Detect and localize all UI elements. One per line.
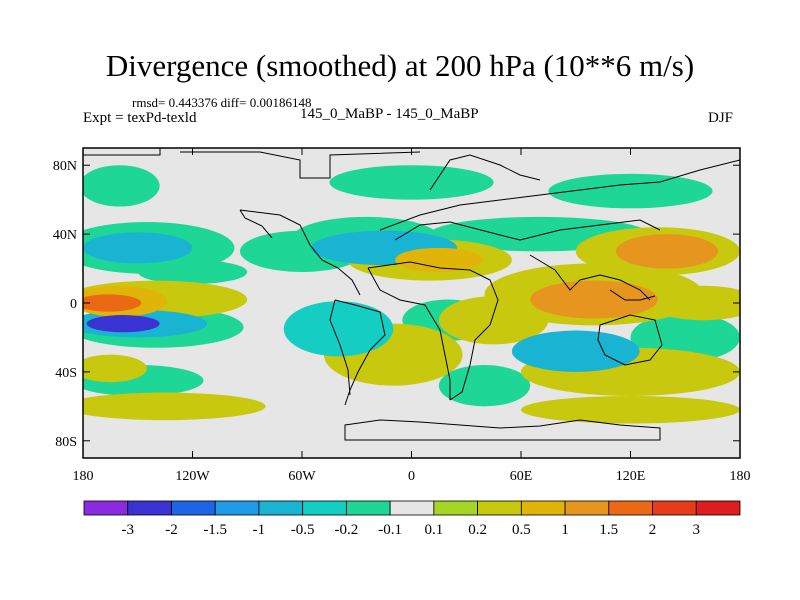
coastline (367, 267, 451, 400)
colorbar-label: 0.5 (512, 522, 531, 538)
coastline (609, 289, 656, 301)
field-region (86, 315, 160, 333)
colorbar-swatch (302, 500, 347, 516)
coastline (239, 209, 273, 239)
x-tick-label: 0 (408, 469, 415, 484)
colorbar-label: -1 (253, 522, 266, 538)
coastline (239, 209, 361, 296)
colorbar-swatch (258, 500, 304, 516)
rmsd-line: rmsd= 0.443376 diff= 0.00186148 (132, 95, 312, 110)
colorbar-swatch (171, 500, 216, 516)
field-region (329, 165, 494, 200)
y-tick-label: 0 (70, 297, 77, 312)
colorbar-swatch (520, 500, 566, 516)
expt-line: Expt = texPd-texld (83, 110, 197, 126)
y-tick-label: 40S (55, 366, 77, 381)
field-region (511, 330, 640, 372)
x-tick-label: 180 (73, 469, 94, 484)
coastline (529, 254, 651, 301)
colorbar-swatch (214, 500, 260, 516)
field-region (521, 396, 740, 424)
coastline (379, 159, 740, 231)
colorbar-label: -2 (165, 522, 178, 538)
colorbar: -3 -2 -1.5 -1 -0.5 -0.2 -0.1 0.1 0.2 0.5 1 1.5 2 3 (83, 500, 741, 538)
coastline (83, 148, 161, 156)
field-region (83, 392, 266, 421)
season-label: DJF (708, 110, 734, 126)
colorbar-label: -0.1 (378, 522, 402, 538)
coastline (180, 151, 421, 179)
x-tick-label: 120E (616, 469, 646, 484)
x-tick-label: 120W (175, 469, 210, 484)
coastline (429, 154, 541, 191)
colorbar-label: -0.5 (291, 522, 315, 538)
colorbar-label: -0.2 (335, 522, 359, 538)
colorbar-label: -3 (121, 522, 134, 538)
coastline (367, 261, 499, 401)
field-region (615, 234, 719, 269)
field-region (83, 165, 160, 207)
coastline-layer (83, 148, 740, 441)
x-tick-label: 60W (288, 469, 316, 484)
experiment-names: 145_0_MaBP - 145_0_MaBP (300, 106, 479, 122)
colorbar-swatch (433, 500, 479, 516)
field-region (395, 247, 483, 272)
colorbar-label: 0.1 (424, 522, 443, 538)
colorbar-swatch (477, 500, 522, 516)
coastline (344, 419, 661, 441)
field-region (137, 259, 248, 285)
colorbar-swatch (389, 500, 435, 516)
colorbar-swatch (127, 500, 172, 516)
colorbar-swatch (608, 500, 653, 516)
field-region (83, 232, 193, 264)
field-region (283, 301, 394, 357)
field-region (83, 294, 142, 312)
field-region (548, 173, 713, 209)
axis-layer: 180 120W 60W 0 60E 120E 180 80N 40N 0 40S 80S (53, 148, 751, 484)
y-tick-label: 80N (53, 159, 77, 174)
colorbar-label: 1 (561, 522, 569, 538)
coastline (394, 219, 661, 241)
colorbar-label: -1.5 (203, 522, 227, 538)
colorbar-label: 2 (649, 522, 657, 538)
colorbar-swatch (695, 500, 741, 516)
coastline (329, 299, 351, 396)
colorbar-swatch (83, 500, 129, 516)
colorbar-label: 3 (693, 522, 701, 538)
colorbar-swatch (652, 500, 697, 516)
colorbar-label: 1.5 (599, 522, 618, 538)
y-tick-label: 80S (55, 435, 77, 450)
field-region (438, 365, 531, 407)
field-region (530, 280, 658, 319)
colorbar-label: 0.2 (468, 522, 487, 538)
coastline (597, 314, 663, 366)
y-tick-label: 40N (53, 228, 77, 243)
x-tick-label: 60E (510, 469, 533, 484)
colorbar-swatch (564, 500, 610, 516)
field-layer (83, 165, 740, 424)
field-region (83, 354, 147, 383)
coastline (334, 299, 386, 406)
colorbar-swatch (345, 500, 391, 516)
x-tick-label: 180 (730, 469, 751, 484)
chart-title: Divergence (smoothed) at 200 hPa (10**6 … (105, 48, 695, 83)
field-region (648, 285, 740, 321)
